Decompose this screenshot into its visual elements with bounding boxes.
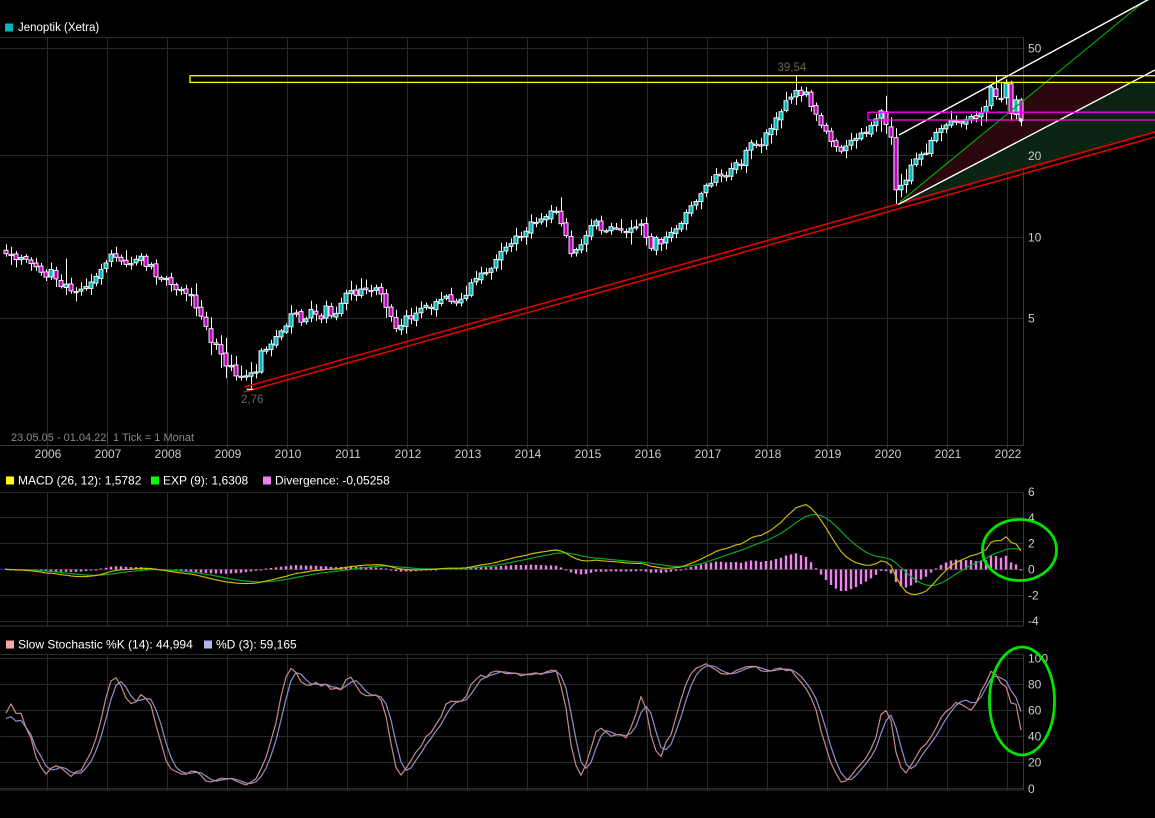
svg-text:2021: 2021	[935, 447, 962, 461]
svg-text:2007: 2007	[95, 447, 122, 461]
svg-text:2014: 2014	[515, 447, 542, 461]
svg-text:%D (3): 59,165: %D (3): 59,165	[216, 638, 297, 652]
svg-text:0: 0	[1028, 782, 1035, 796]
svg-text:40: 40	[1028, 730, 1042, 744]
svg-text:2020: 2020	[875, 447, 902, 461]
svg-text:10: 10	[1028, 230, 1042, 244]
svg-text:0: 0	[1028, 563, 1035, 577]
svg-text:2: 2	[1028, 537, 1035, 551]
svg-text:2018: 2018	[755, 447, 782, 461]
svg-text:23.05.05 - 01.04.22: 23.05.05 - 01.04.22	[11, 432, 106, 444]
svg-text:2022: 2022	[995, 447, 1022, 461]
svg-text:39,54: 39,54	[778, 62, 807, 74]
svg-text:20: 20	[1028, 149, 1042, 163]
svg-text:20: 20	[1028, 756, 1042, 770]
svg-text:2016: 2016	[635, 447, 662, 461]
svg-text:6: 6	[1028, 485, 1035, 499]
svg-text:5: 5	[1028, 312, 1035, 326]
svg-text:2009: 2009	[215, 447, 242, 461]
svg-text:2,76: 2,76	[241, 394, 263, 406]
svg-text:80: 80	[1028, 678, 1042, 692]
svg-text:2012: 2012	[395, 447, 422, 461]
svg-text:2017: 2017	[695, 447, 722, 461]
svg-text:2013: 2013	[455, 447, 482, 461]
svg-text:2008: 2008	[155, 447, 182, 461]
svg-text:1 Tick = 1 Monat: 1 Tick = 1 Monat	[113, 432, 194, 444]
svg-text:-4: -4	[1028, 614, 1039, 628]
svg-text:2015: 2015	[575, 447, 602, 461]
svg-text:-2: -2	[1028, 588, 1039, 602]
svg-text:2010: 2010	[275, 447, 302, 461]
svg-text:MACD (26, 12): 1,5782: MACD (26, 12): 1,5782	[18, 474, 142, 488]
svg-text:60: 60	[1028, 704, 1042, 718]
svg-text:2006: 2006	[35, 447, 62, 461]
svg-text:2011: 2011	[335, 447, 361, 461]
svg-text:Divergence: -0,05258: Divergence: -0,05258	[275, 474, 390, 488]
svg-text:50: 50	[1028, 42, 1042, 56]
svg-text:Slow Stochastic %K (14): 44,99: Slow Stochastic %K (14): 44,994	[18, 638, 193, 652]
svg-text:4: 4	[1028, 511, 1035, 525]
svg-text:2019: 2019	[815, 447, 842, 461]
svg-text:Jenoptik (Xetra): Jenoptik (Xetra)	[18, 22, 99, 34]
svg-text:EXP (9): 1,6308: EXP (9): 1,6308	[163, 474, 248, 488]
